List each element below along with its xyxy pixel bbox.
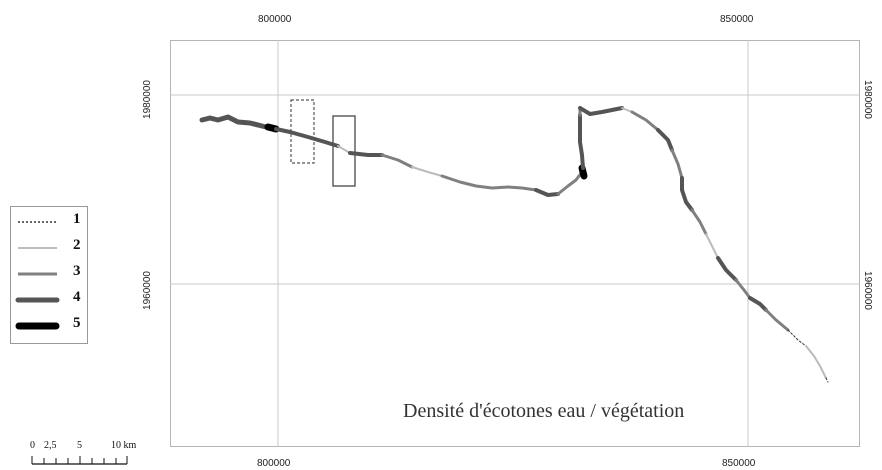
river-segment-class-3 bbox=[734, 278, 752, 300]
river-segment-class-2 bbox=[805, 345, 827, 379]
legend-label: 4 bbox=[73, 289, 81, 305]
river-segment-class-4 bbox=[348, 151, 384, 157]
x-coord-top-850000: 850000 bbox=[720, 14, 754, 25]
river-segment-class-4 bbox=[578, 106, 624, 116]
river-segment-class-3 bbox=[556, 170, 584, 196]
legend-symbol-heavy bbox=[15, 322, 60, 330]
scale-bar-ticks bbox=[31, 456, 128, 465]
legend-item-5: 5 bbox=[15, 315, 85, 335]
river-segment-class-2 bbox=[337, 145, 351, 154]
scale-label-10km: 10 km bbox=[111, 440, 137, 451]
legend-symbol-thick bbox=[15, 297, 60, 303]
river-segment-class-4 bbox=[748, 296, 768, 312]
river-segment-class-1 bbox=[787, 329, 807, 347]
river-segment-class-3 bbox=[690, 208, 708, 236]
study-zone-dashed-box bbox=[290, 99, 315, 164]
river-segment-class-4 bbox=[534, 188, 560, 197]
study-zone-solid-box bbox=[332, 115, 356, 187]
river-segment-class-4 bbox=[578, 113, 585, 170]
map-title: Densité d'écotones eau / végétation bbox=[403, 400, 685, 422]
river-segment-class-4 bbox=[199, 114, 273, 131]
river-segment-class-4 bbox=[274, 127, 340, 148]
river-segment-class-2 bbox=[705, 233, 719, 259]
river-segment-class-4 bbox=[680, 176, 694, 212]
river-segment-class-3 bbox=[440, 174, 538, 192]
map-frame bbox=[170, 40, 860, 447]
x-coord-bottom-850000: 850000 bbox=[722, 458, 756, 469]
legend-label: 1 bbox=[73, 211, 81, 227]
river-segment-class-1 bbox=[825, 377, 829, 383]
map-border bbox=[170, 40, 860, 447]
legend-label: 3 bbox=[73, 263, 81, 279]
y-coord-left-1980000: 1980000 bbox=[141, 80, 153, 119]
river-segment-class-2 bbox=[621, 107, 633, 113]
legend-symbol-dotted bbox=[18, 221, 57, 223]
river-segment-class-3 bbox=[670, 148, 684, 180]
river-segment-class-2 bbox=[411, 166, 443, 177]
legend: 1 2 3 4 5 bbox=[10, 206, 88, 344]
legend-symbol-medium bbox=[18, 272, 57, 276]
legend-label: 2 bbox=[73, 237, 81, 253]
y-coord-right-1960000: 1960000 bbox=[861, 271, 873, 310]
legend-item-1: 1 bbox=[15, 211, 85, 231]
river-segment-class-3 bbox=[630, 110, 660, 132]
legend-item-3: 3 bbox=[15, 263, 85, 283]
river-segment-class-4 bbox=[716, 256, 738, 282]
y-coord-left-1960000: 1960000 bbox=[141, 271, 153, 310]
river-segment-class-3 bbox=[380, 153, 414, 169]
y-coord-right-1980000: 1980000 bbox=[861, 80, 873, 119]
scale-label-2-5: 2,5 bbox=[44, 440, 57, 451]
river bbox=[199, 106, 829, 383]
x-coord-top-800000: 800000 bbox=[258, 14, 292, 25]
river-segment-class-3 bbox=[764, 308, 790, 332]
legend-symbol-thin bbox=[18, 247, 57, 249]
scale-label-0: 0 bbox=[30, 440, 35, 451]
river-segment-class-4 bbox=[656, 128, 674, 152]
legend-item-2: 2 bbox=[15, 237, 85, 257]
legend-label: 5 bbox=[73, 315, 81, 331]
scale-label-5: 5 bbox=[77, 440, 82, 451]
x-coord-bottom-800000: 800000 bbox=[257, 458, 291, 469]
scale-bar: 0 2,5 5 10 km bbox=[28, 440, 138, 468]
legend-item-4: 4 bbox=[15, 289, 85, 309]
